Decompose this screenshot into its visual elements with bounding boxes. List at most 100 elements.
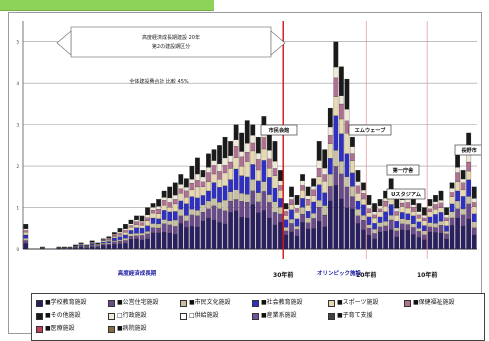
bar-segment — [140, 223, 145, 226]
bar-segment — [90, 246, 95, 247]
bar-segment — [273, 168, 278, 175]
legend-label: ■社会教育施設 — [261, 299, 303, 307]
bar-segment — [311, 186, 316, 189]
bar-segment — [328, 158, 333, 174]
bar-segment — [195, 174, 200, 180]
bar-segment — [90, 241, 95, 242]
bar-segment — [345, 79, 350, 109]
bar-segment — [311, 190, 316, 196]
bar-segment — [372, 223, 377, 229]
bar-segment — [394, 215, 399, 221]
bar-segment — [439, 203, 444, 208]
bar-segment — [156, 199, 161, 206]
bar-segment — [450, 197, 455, 204]
bar-segment — [23, 230, 28, 232]
bar-segment — [378, 209, 383, 212]
bar-segment — [455, 191, 460, 201]
bar-segment — [101, 243, 106, 244]
bar-segment — [156, 209, 161, 214]
bar-segment — [118, 240, 123, 241]
bar-segment — [378, 232, 383, 249]
bar-segment — [95, 247, 100, 249]
bar-segment — [378, 212, 383, 217]
bar-segment — [234, 140, 239, 146]
bar-segment — [129, 236, 134, 239]
bar-segment — [217, 209, 222, 222]
bar-segment — [278, 214, 283, 222]
bar-segment — [339, 67, 344, 96]
bar-segment — [262, 210, 267, 249]
bar-segment — [378, 206, 383, 209]
bar-segment — [356, 170, 361, 181]
bar-segment — [361, 215, 366, 220]
bar-segment — [140, 235, 145, 240]
bar-segment — [284, 203, 289, 209]
bar-segment — [444, 239, 449, 249]
bar-segment — [212, 161, 217, 166]
bar-segment — [245, 162, 250, 177]
bar-segment — [206, 154, 211, 168]
bar-segment — [239, 157, 244, 167]
bar-segment — [450, 183, 455, 189]
bar-segment — [73, 245, 78, 246]
bar-segment — [79, 247, 84, 249]
bar-segment — [389, 230, 394, 249]
bar-segment — [201, 195, 206, 204]
bar-segment — [217, 179, 222, 187]
bar-segment — [339, 174, 344, 199]
bar-segment — [417, 203, 422, 211]
bar-segment — [206, 201, 211, 209]
bar-segment — [439, 221, 444, 225]
bar-segment — [184, 191, 189, 197]
bar-segment — [101, 245, 106, 249]
bar-segment — [267, 159, 272, 168]
bar-segment — [167, 225, 172, 233]
bar-segment — [422, 208, 427, 216]
bar-segment — [289, 205, 294, 210]
legend-label: ■学校教育施設 — [45, 299, 87, 307]
bar-segment — [190, 190, 195, 197]
bar-segment — [383, 206, 388, 211]
bar-segment — [367, 213, 372, 217]
bar-segment — [411, 199, 416, 205]
bar-segment — [23, 235, 28, 238]
bar-segment — [394, 231, 399, 237]
bar-segment — [123, 224, 128, 229]
bar-segment — [206, 191, 211, 201]
legend-swatch — [252, 313, 259, 320]
bar-segment — [317, 207, 322, 221]
bar-segment — [356, 193, 361, 201]
bar-segment — [284, 209, 289, 211]
bar-segment — [300, 222, 305, 249]
bar-segment — [433, 228, 438, 233]
bar-segment — [23, 229, 28, 231]
bar-segment — [134, 239, 139, 249]
bar-segment — [300, 181, 305, 186]
bar-segment — [162, 200, 167, 205]
bar-segment — [428, 223, 433, 227]
bar-segment — [228, 141, 233, 155]
bar-segment — [162, 210, 167, 219]
bar-segment — [372, 215, 377, 218]
bar-segment — [129, 230, 134, 233]
bar-segment — [239, 166, 244, 175]
bar-segment — [173, 195, 178, 199]
bar-segment — [417, 212, 422, 215]
bar-segment — [234, 125, 239, 140]
bar-segment — [295, 219, 300, 226]
bar-segment — [179, 224, 184, 249]
bar-segment — [433, 202, 438, 205]
period-label: 高度経済成長期 — [118, 269, 157, 277]
bar-segment — [140, 233, 145, 235]
bar-segment — [179, 201, 184, 209]
bar-segment — [212, 150, 217, 161]
bar-segment — [450, 188, 455, 192]
bar-segment — [151, 203, 156, 207]
bar-segment — [278, 198, 283, 207]
bar-segment — [201, 177, 206, 182]
bar-segment — [107, 244, 112, 245]
bar-segment — [350, 173, 355, 186]
bar-segment — [461, 215, 466, 226]
bar-segment — [361, 205, 366, 216]
